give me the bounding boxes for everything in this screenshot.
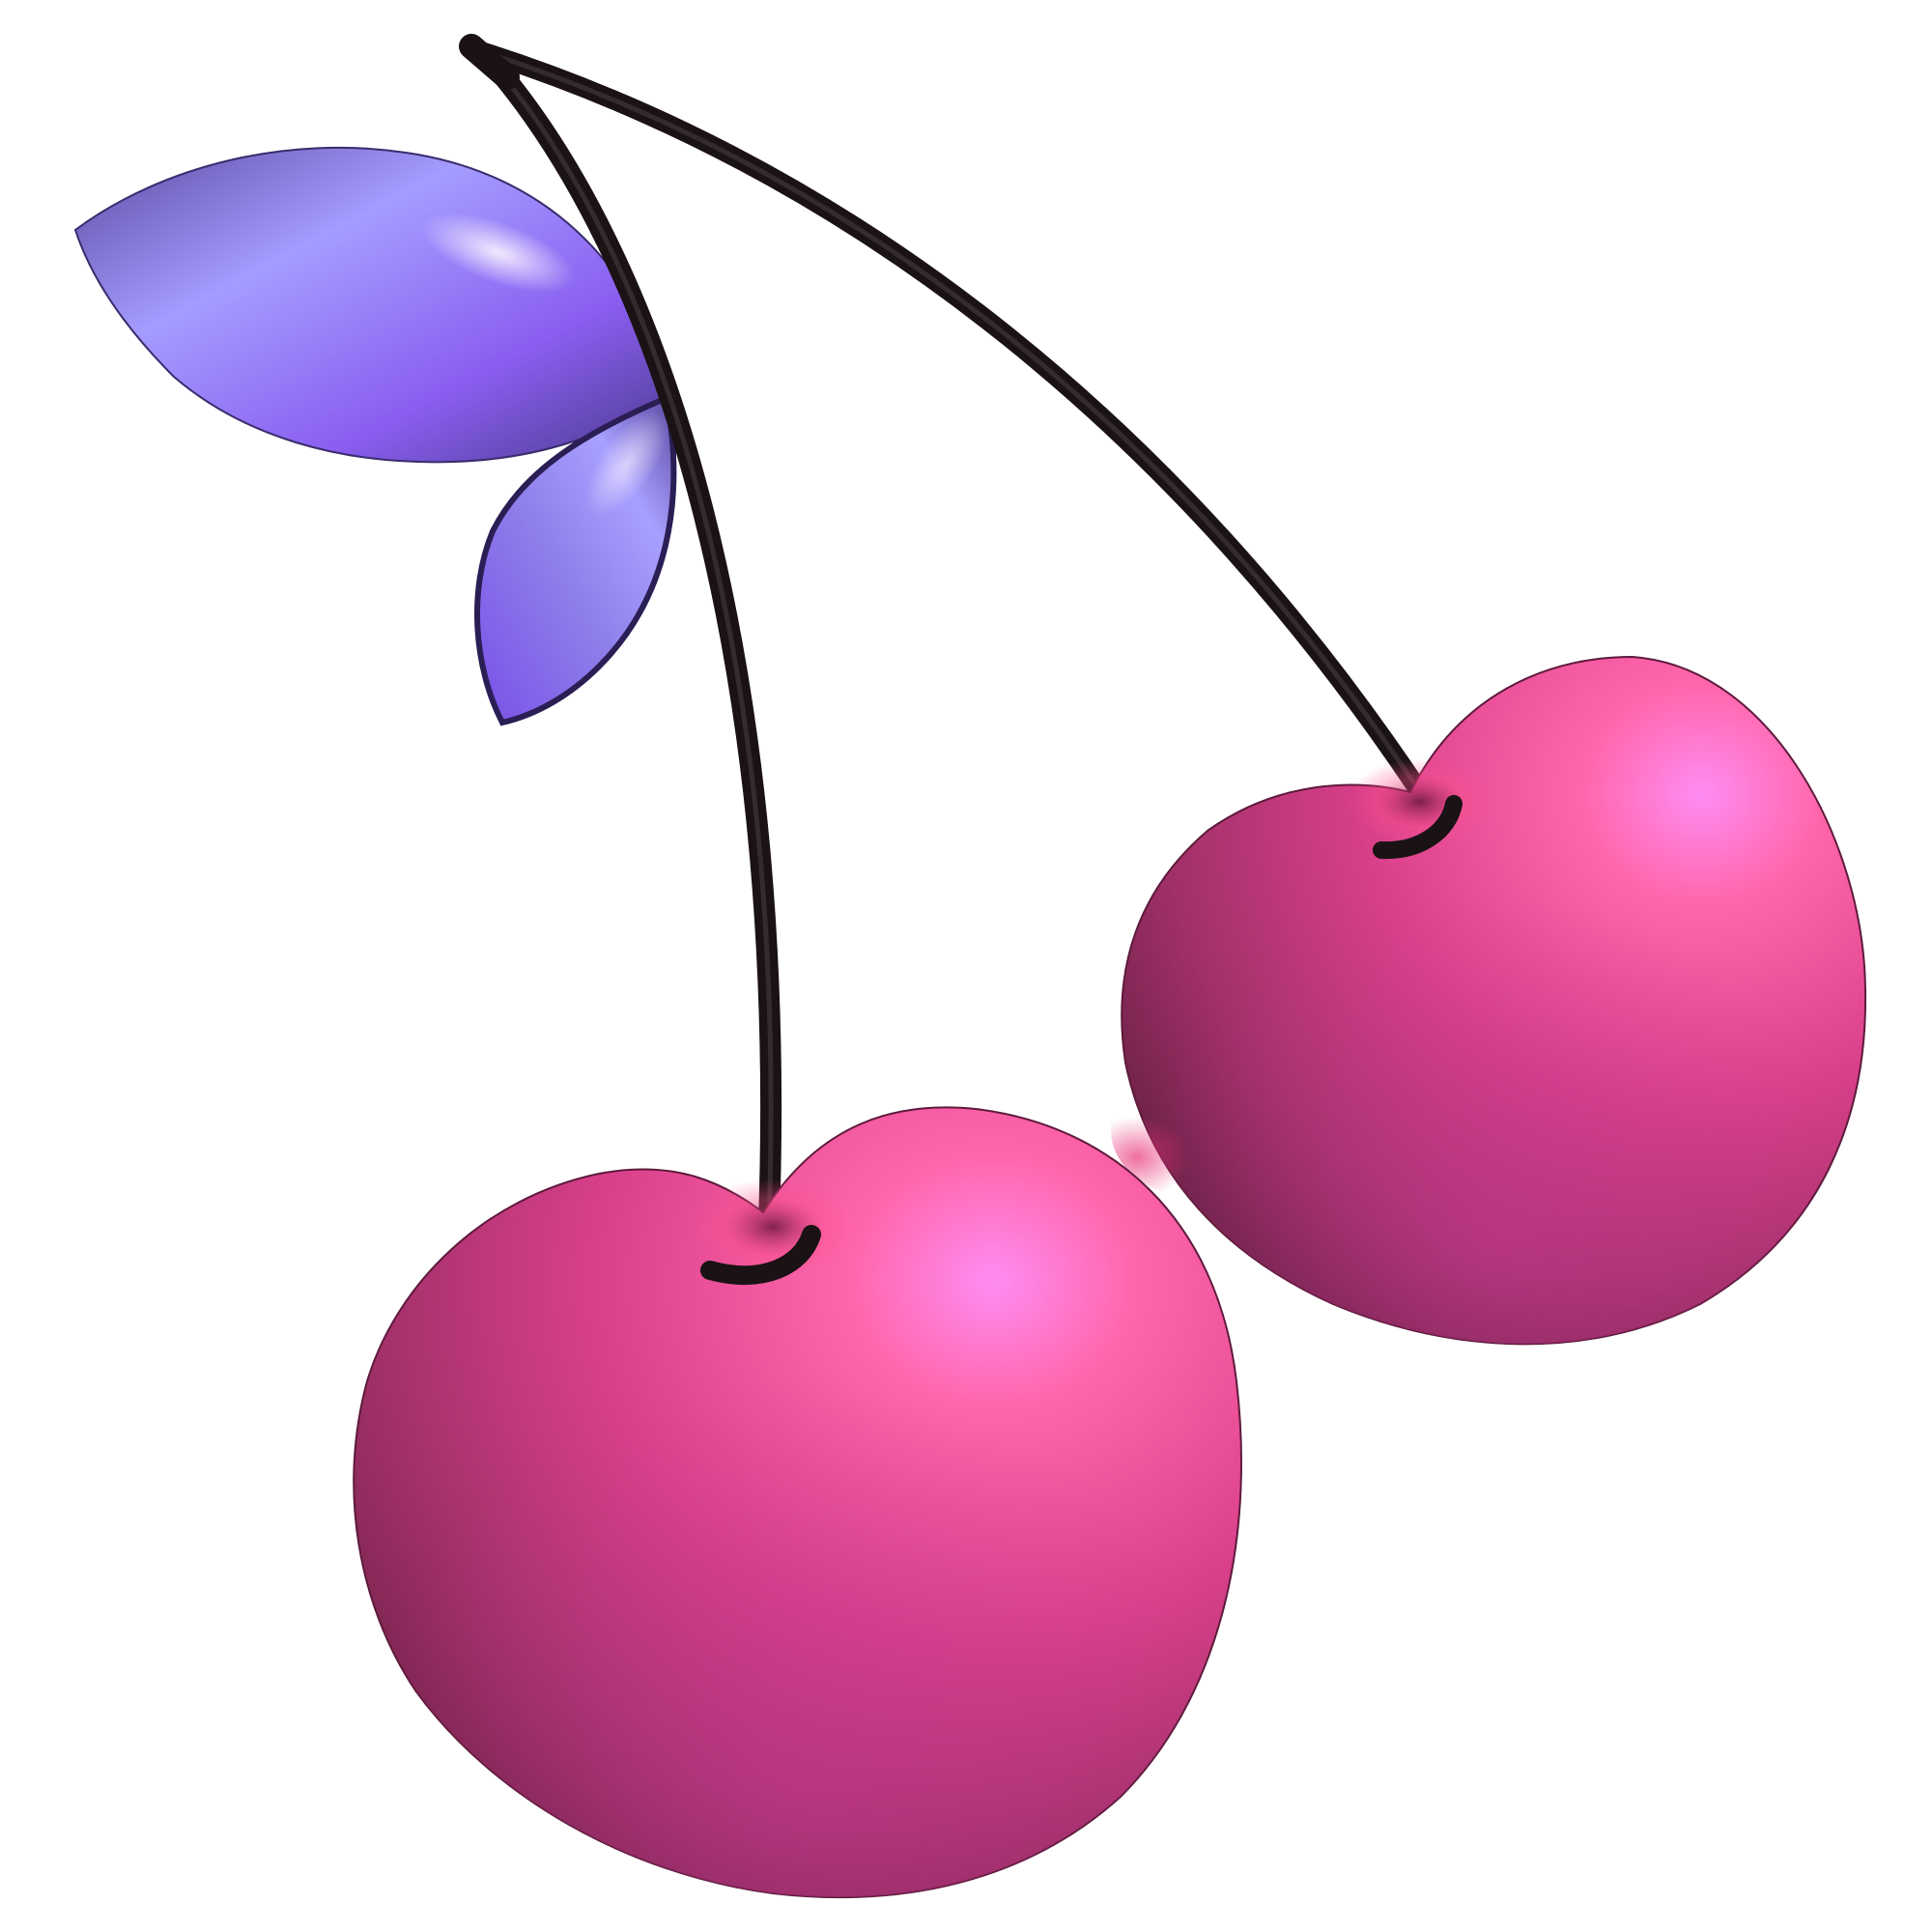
cherry-left-stem-end: [700, 1225, 821, 1286]
stem-right-shine: [475, 47, 1423, 795]
cherry-right-stem-end: [1373, 795, 1463, 860]
leaf-small-highlight: [549, 408, 668, 558]
cherry-left: [353, 1106, 1242, 1898]
cherry-right: [1111, 655, 1866, 1346]
stem-left-shine: [485, 55, 774, 1249]
cherry-right-dimple: [1348, 758, 1492, 845]
cherry-right-lower-shade: [1122, 657, 1866, 1345]
cherry-right-rim-glow: [1111, 1063, 1285, 1198]
cherry-left-dimple: [691, 1179, 855, 1275]
leaves: [73, 146, 677, 726]
stem-joint: [459, 34, 520, 90]
leaf-large-highlight: [373, 204, 593, 318]
stems: [459, 34, 1430, 1257]
cherry-left-lower-shade: [354, 1107, 1242, 1898]
